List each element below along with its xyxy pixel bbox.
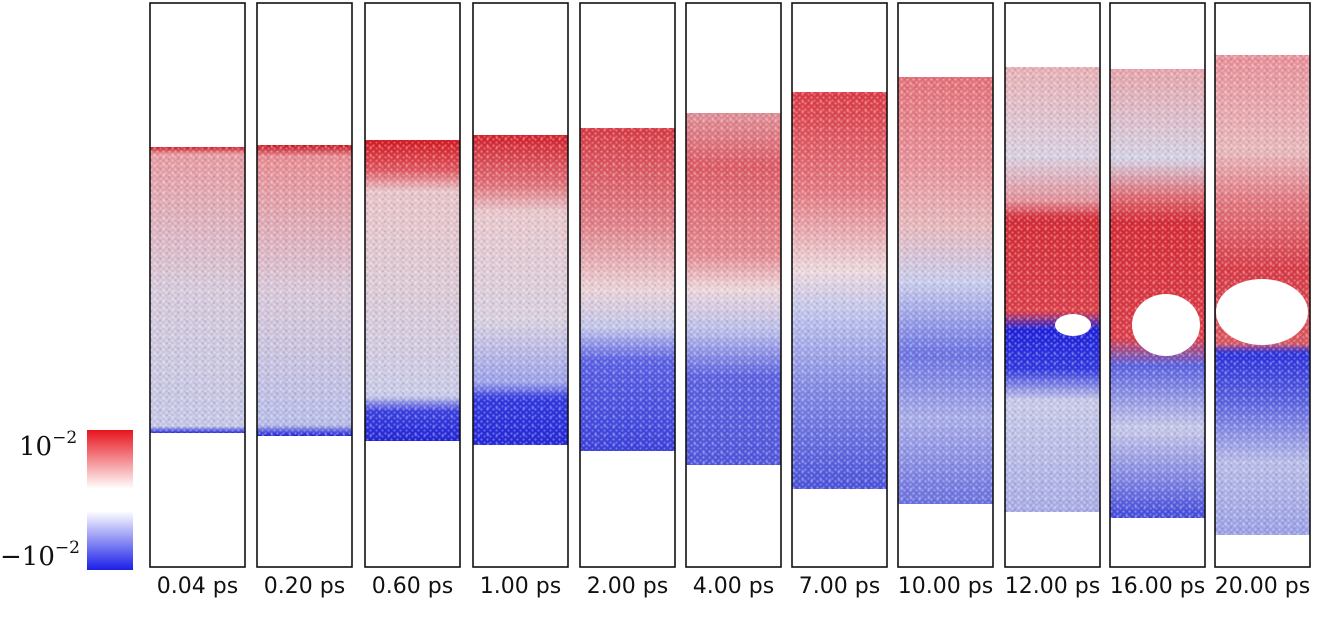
time-label: 20.00 ps xyxy=(1214,574,1311,599)
void-cavity xyxy=(1216,279,1308,345)
frame-5 xyxy=(579,2,676,568)
time-label: 0.04 ps xyxy=(156,574,239,599)
atom-texture xyxy=(1110,69,1205,518)
atom-texture xyxy=(792,92,887,489)
colorbar-min-label: −10−2 xyxy=(0,538,80,572)
colorbar-max-exponent: −2 xyxy=(52,428,78,448)
time-label: 10.00 ps xyxy=(897,574,994,599)
time-label: 2.00 ps xyxy=(586,574,669,599)
frame-4 xyxy=(472,2,569,568)
atom-texture xyxy=(686,113,781,465)
time-label: 0.20 ps xyxy=(263,574,346,599)
atom-texture xyxy=(257,145,352,436)
frame-border xyxy=(472,2,569,568)
frame-border xyxy=(685,2,782,568)
time-label: 12.00 ps xyxy=(1004,574,1101,599)
frame-border xyxy=(791,2,888,568)
frame-border xyxy=(149,2,246,568)
frame-border xyxy=(1109,2,1206,568)
frame-border xyxy=(364,2,461,568)
frame-border xyxy=(1214,2,1311,568)
colorbar xyxy=(87,430,133,570)
frame-8 xyxy=(897,2,994,568)
frames-layer xyxy=(149,2,1311,568)
atom-texture xyxy=(150,147,245,433)
atom-texture xyxy=(1005,67,1100,512)
frame-1 xyxy=(149,2,246,568)
frame-border xyxy=(579,2,676,568)
time-label: 0.60 ps xyxy=(371,574,454,599)
time-label: 7.00 ps xyxy=(798,574,881,599)
colorbar-max-base: 10 xyxy=(19,432,53,462)
void-cavity xyxy=(1132,294,1200,356)
frame-2 xyxy=(256,2,353,568)
void-cavity xyxy=(1055,314,1091,336)
atom-texture xyxy=(580,128,675,451)
atom-texture xyxy=(365,140,460,441)
frame-3 xyxy=(364,2,461,568)
colorbar-min-exponent: −2 xyxy=(54,538,80,558)
colorbar-min-base: −10 xyxy=(0,542,55,572)
colorbar-max-label: 10−2 xyxy=(19,428,77,462)
frame-border xyxy=(256,2,353,568)
frame-10 xyxy=(1109,2,1206,568)
time-label: 1.00 ps xyxy=(479,574,562,599)
frame-border xyxy=(897,2,994,568)
frame-11 xyxy=(1214,2,1311,568)
frame-border xyxy=(1004,2,1101,568)
frame-6 xyxy=(685,2,782,568)
frame-7 xyxy=(791,2,888,568)
time-label: 16.00 ps xyxy=(1109,574,1206,599)
frame-9 xyxy=(1004,2,1101,568)
time-label: 4.00 ps xyxy=(692,574,775,599)
atom-texture xyxy=(898,77,993,504)
atom-texture xyxy=(473,135,568,445)
